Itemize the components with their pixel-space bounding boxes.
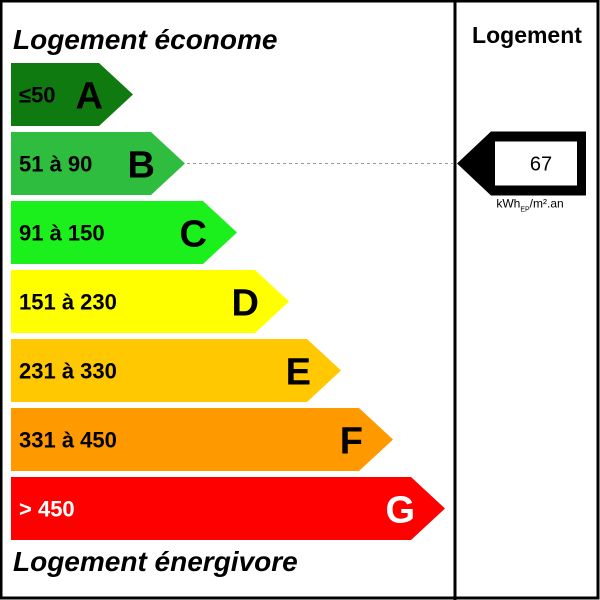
class-range: 51 à 90 [19, 152, 92, 177]
energy-class-f: 331 à 450 F [11, 408, 393, 471]
class-arrow [11, 201, 237, 264]
class-arrow [11, 408, 393, 471]
class-range: 331 à 450 [19, 428, 117, 453]
class-range: 231 à 330 [19, 359, 117, 384]
value-text: 67 [530, 154, 552, 176]
class-range: > 450 [19, 497, 75, 522]
unit-sub: EP [520, 207, 530, 214]
column-title: Logement [472, 22, 582, 48]
class-letter: E [286, 352, 311, 394]
value-box [495, 141, 577, 186]
unit-label: kWhEP/m².an [496, 197, 563, 214]
energy-class-e: 231 à 330 E [11, 339, 341, 402]
value-indicator: 67 kWhEP/m².an [457, 131, 586, 214]
energy-class-d: 151 à 230 D [11, 270, 289, 333]
class-letter: G [385, 490, 415, 532]
unit-tail: /m².an [530, 197, 564, 211]
class-range: ≤50 [19, 83, 56, 108]
class-range: 91 à 150 [19, 221, 105, 246]
class-letter: B [128, 145, 155, 187]
energy-class-a: ≤50 A [11, 63, 133, 126]
energy-class-b: 51 à 90 B [11, 132, 185, 195]
class-letter: A [76, 76, 103, 118]
class-letter: D [232, 283, 259, 325]
energy-class-bars: ≤50 A 51 à 90 B 91 à 150 C 151 à 230 D 231 à 330… [11, 63, 445, 540]
energy-class-g: > 450 G [11, 477, 445, 540]
unit-main: kWh [496, 197, 520, 211]
bottom-label: Logement énergivore [13, 546, 298, 577]
class-arrow [11, 477, 445, 540]
top-label: Logement économe [13, 24, 277, 55]
class-arrow [11, 132, 185, 195]
class-range: 151 à 230 [19, 290, 117, 315]
class-letter: F [340, 421, 363, 463]
class-arrow [11, 63, 133, 126]
energy-class-c: 91 à 150 C [11, 201, 237, 264]
class-arrow [11, 270, 289, 333]
class-letter: C [180, 214, 207, 256]
class-arrow [11, 339, 341, 402]
